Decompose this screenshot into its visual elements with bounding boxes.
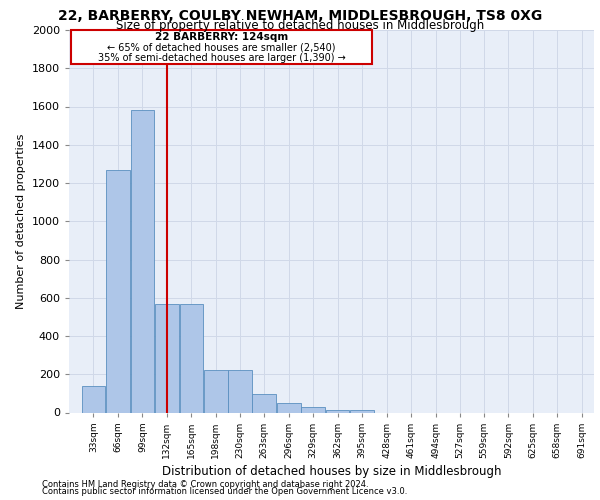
Bar bbox=[350, 410, 374, 412]
Bar bbox=[277, 403, 301, 412]
Y-axis label: Number of detached properties: Number of detached properties bbox=[16, 134, 26, 309]
Text: 22 BARBERRY: 124sqm: 22 BARBERRY: 124sqm bbox=[155, 32, 289, 42]
Bar bbox=[326, 410, 349, 412]
Text: Contains HM Land Registry data © Crown copyright and database right 2024.: Contains HM Land Registry data © Crown c… bbox=[42, 480, 368, 489]
Bar bbox=[155, 304, 179, 412]
FancyBboxPatch shape bbox=[71, 30, 372, 64]
Text: Contains public sector information licensed under the Open Government Licence v3: Contains public sector information licen… bbox=[42, 487, 407, 496]
X-axis label: Distribution of detached houses by size in Middlesbrough: Distribution of detached houses by size … bbox=[162, 465, 501, 478]
Text: ← 65% of detached houses are smaller (2,540): ← 65% of detached houses are smaller (2,… bbox=[107, 42, 336, 52]
Text: 35% of semi-detached houses are larger (1,390) →: 35% of semi-detached houses are larger (… bbox=[98, 52, 346, 62]
Bar bbox=[204, 370, 228, 412]
Text: 22, BARBERRY, COULBY NEWHAM, MIDDLESBROUGH, TS8 0XG: 22, BARBERRY, COULBY NEWHAM, MIDDLESBROU… bbox=[58, 9, 542, 23]
Bar bbox=[131, 110, 154, 412]
Bar bbox=[179, 304, 203, 412]
Bar bbox=[252, 394, 276, 412]
Bar bbox=[106, 170, 130, 412]
Text: Size of property relative to detached houses in Middlesbrough: Size of property relative to detached ho… bbox=[116, 19, 484, 32]
Bar bbox=[228, 370, 251, 412]
Bar bbox=[82, 386, 106, 412]
Bar bbox=[301, 407, 325, 412]
